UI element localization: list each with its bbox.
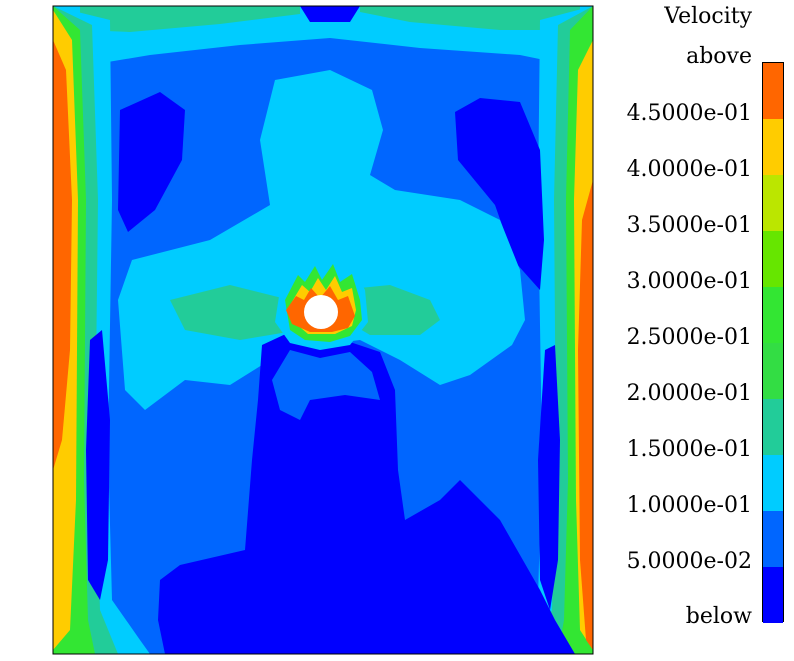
top-center-deep [300,6,360,22]
legend-label: 4.0000e-01 [626,157,752,182]
obstacle-circle [304,295,338,329]
top-band-green-left [80,6,300,32]
lower-blue-inlet [272,350,380,420]
legend-colorbar [762,62,784,623]
legend-label: 2.0000e-01 [626,381,752,406]
legend-swatch [763,567,783,623]
legend-swatch [763,231,783,287]
top-band-green-right [360,6,580,30]
legend-label: above [686,44,752,69]
legend-swatch [763,175,783,231]
left-wall-orange [53,40,72,470]
right-side-vortex-core [538,345,560,610]
teal-left-patch [170,285,300,340]
right-wall-orange [578,180,593,650]
legend-swatch [763,287,783,343]
lower-deep-blue-wake [158,332,575,654]
legend-label: 4.5000e-01 [626,101,752,126]
left-side-vortex-core [86,330,110,600]
legend-title: Velocity [664,4,752,29]
legend-swatch [763,343,783,399]
legend-label: 1.0000e-01 [626,493,752,518]
legend-label: 2.5000e-01 [626,325,752,350]
legend-label: 3.5000e-01 [626,213,752,238]
legend-swatch [763,399,783,455]
legend-label: 1.5000e-01 [626,437,752,462]
legend-swatch [763,119,783,175]
domain-border [52,5,594,655]
legend-swatch [763,455,783,511]
upper-right-vortex-core [455,98,544,290]
legend-label: below [685,604,752,629]
upper-left-vortex-core [118,92,185,232]
legend-swatch [763,63,783,119]
legend-swatch [763,511,783,567]
legend-label: 3.0000e-01 [626,269,752,294]
legend-label: 5.0000e-02 [626,549,752,574]
